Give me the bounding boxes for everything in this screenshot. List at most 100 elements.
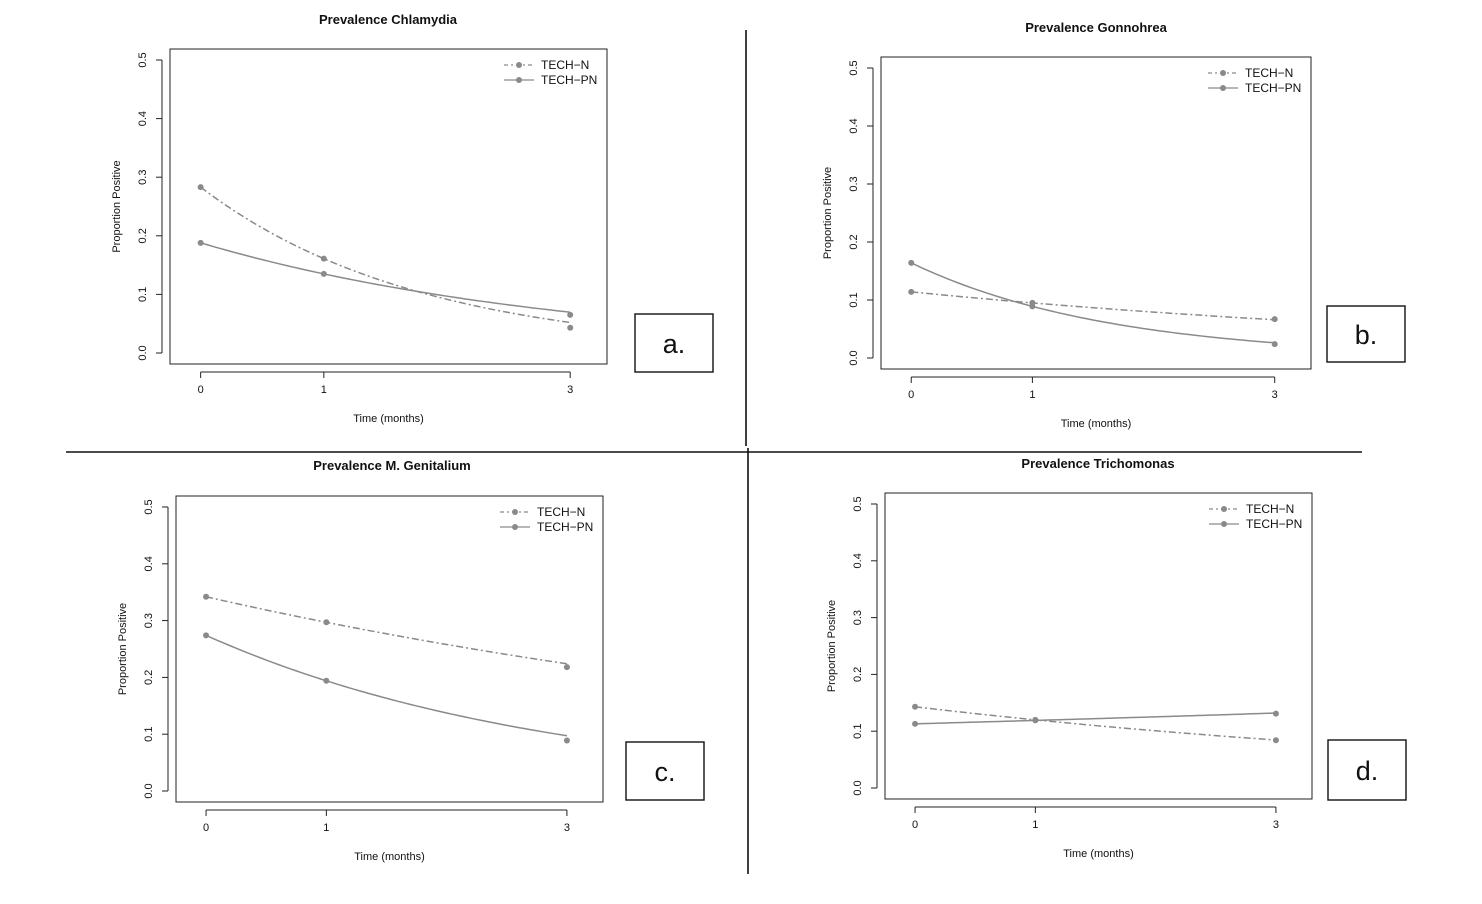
series-line [911,291,1275,321]
legend-marker [512,509,518,515]
data-point [197,184,204,191]
data-point [203,632,210,639]
series-line [914,706,1276,741]
panel-label-box [625,741,705,801]
panel-label: d. [1356,756,1379,786]
y-tick-label: 0.0 [848,350,860,365]
data-point [197,239,204,246]
legend-label: TECH−PN [1245,81,1301,95]
data-point [323,619,330,626]
y-tick-label: 0.0 [143,783,155,798]
y-tick-label: 0.4 [848,118,860,133]
chart-panel: Prevalence Trichomonas 0 1 3 Time (months) 0.… [826,456,1407,860]
y-tick-label: 0.2 [137,228,149,243]
x-tick-label: 0 [198,384,204,396]
data-point [1272,737,1279,744]
data-point [1029,303,1036,310]
x-tick-label: 1 [1032,819,1038,831]
x-tick-label: 1 [321,384,327,396]
data-point [323,677,330,684]
data-point [563,664,570,671]
data-point [563,737,570,744]
chart-title: Prevalence M. Genitalium [313,458,471,473]
x-tick-label: 0 [908,389,914,401]
plot-frame [884,492,1313,800]
x-tick-label: 1 [323,822,329,834]
x-axis-label: Time (months) [1061,418,1132,430]
panel-label-box [1326,305,1406,363]
legend-marker [1221,521,1227,527]
data-point [912,703,919,710]
y-tick-label: 0.3 [852,610,864,625]
data-point [912,720,919,727]
series-line [200,186,571,324]
plot-frame [175,495,604,803]
y-tick-label: 0.4 [143,556,155,571]
legend-label: TECH−N [1245,66,1293,80]
data-point [1032,717,1039,724]
data-point [1271,341,1278,348]
y-tick-label: 0.1 [852,724,864,739]
y-tick-label: 0.1 [143,727,155,742]
data-point [320,270,327,277]
y-axis-label: Proportion Positive [822,167,834,259]
chart-panel: Prevalence M. Genitalium 0 1 3 Time (months)… [117,458,705,863]
data-point [320,255,327,262]
y-tick-label: 0.5 [848,60,860,75]
data-point [567,311,574,318]
x-tick-label: 1 [1029,389,1035,401]
series-line [200,242,571,313]
chart-title: Prevalence Chlamydia [319,12,458,27]
y-tick-label: 0.0 [852,780,864,795]
data-point [567,324,574,331]
y-tick-label: 0.4 [137,111,149,126]
panel-label-box [634,313,714,373]
y-axis-label: Proportion Positive [117,603,129,695]
x-tick-label: 0 [203,822,209,834]
chart-panel: Prevalence Chlamydia 0 1 3 Time (months) 0.0 0… [111,12,714,425]
legend-label: TECH−N [1246,502,1294,516]
data-point [908,288,915,295]
x-tick-label: 3 [1272,389,1278,401]
legend-marker [516,62,522,68]
y-tick-label: 0.1 [848,292,860,307]
y-tick-label: 0.0 [137,345,149,360]
legend-label: TECH−N [537,505,585,519]
legend-marker [512,524,518,530]
series-line [205,634,568,737]
x-axis-label: Time (months) [354,851,425,863]
x-tick-label: 3 [564,822,570,834]
y-tick-label: 0.5 [143,499,155,514]
y-tick-label: 0.2 [143,670,155,685]
chart-panel: Prevalence Gonnohrea 0 1 3 Time (months) 0.0 0… [822,20,1406,430]
x-axis-label: Time (months) [353,413,424,425]
legend-label: TECH−PN [537,520,593,534]
x-tick-label: 0 [912,819,918,831]
plot-frame [169,48,608,365]
y-tick-label: 0.2 [852,667,864,682]
y-tick-label: 0.5 [852,496,864,511]
y-tick-label: 0.2 [848,234,860,249]
chart-title: Prevalence Trichomonas [1021,456,1174,471]
y-axis-label: Proportion Positive [826,600,838,692]
data-point [203,593,210,600]
chart-title: Prevalence Gonnohrea [1025,20,1167,35]
data-point [1271,316,1278,323]
series-line [205,596,568,665]
series-line [910,262,1275,344]
y-tick-label: 0.1 [137,287,149,302]
x-tick-label: 3 [1273,819,1279,831]
data-point [908,259,915,266]
y-tick-label: 0.5 [137,52,149,67]
legend-marker [516,77,522,83]
legend-label: TECH−PN [541,73,597,87]
legend-label: TECH−PN [1246,517,1302,531]
panel-label-box [1327,739,1407,801]
data-point [1272,710,1279,717]
legend-marker [1221,506,1227,512]
y-tick-label: 0.3 [143,613,155,628]
y-tick-label: 0.3 [137,170,149,185]
panel-label: b. [1355,320,1378,350]
y-tick-label: 0.4 [852,553,864,568]
